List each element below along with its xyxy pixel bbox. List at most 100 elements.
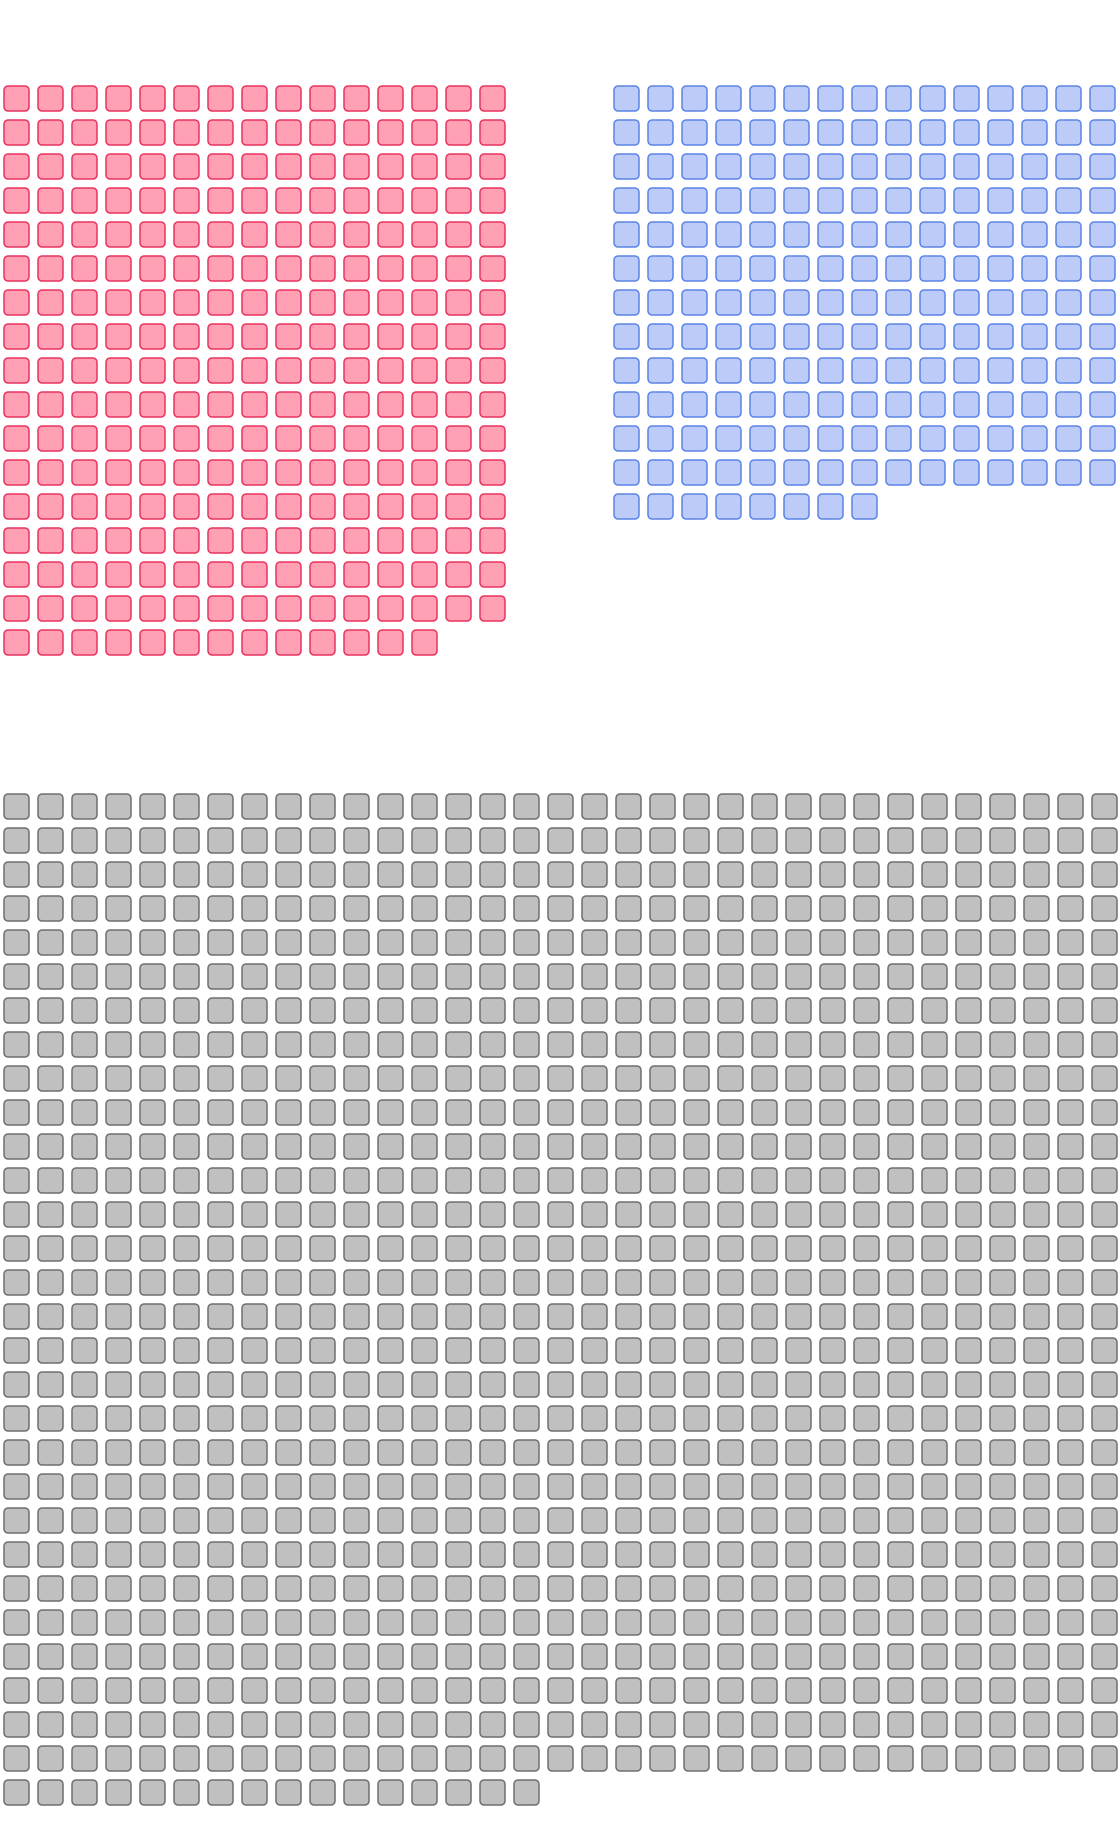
waffle-square: [3, 1099, 30, 1126]
waffle-square: [241, 1337, 268, 1364]
waffle-square: [343, 459, 370, 486]
waffle-square: [547, 1133, 574, 1160]
waffle-square: [445, 1235, 472, 1262]
waffle-square: [955, 1235, 982, 1262]
waffle-square: [241, 255, 268, 282]
waffle-square: [343, 1575, 370, 1602]
waffle-square: [445, 1269, 472, 1296]
waffle-square: [343, 1031, 370, 1058]
waffle-square: [71, 1065, 98, 1092]
waffle-square: [309, 1235, 336, 1262]
waffle-square: [71, 861, 98, 888]
waffle-square: [851, 493, 878, 520]
waffle-square: [3, 1201, 30, 1228]
waffle-square: [887, 1507, 914, 1534]
waffle-square: [377, 1711, 404, 1738]
waffle-square: [173, 1031, 200, 1058]
waffle-square: [853, 1133, 880, 1160]
waffle-square: [887, 963, 914, 990]
waffle-square: [547, 997, 574, 1024]
waffle-square: [275, 1575, 302, 1602]
waffle-square: [343, 1235, 370, 1262]
waffle-square: [71, 1269, 98, 1296]
waffle-square: [105, 929, 132, 956]
waffle-square: [785, 861, 812, 888]
waffle-square: [377, 793, 404, 820]
waffle-square: [105, 119, 132, 146]
waffle-square: [649, 1099, 676, 1126]
waffle-square: [241, 1711, 268, 1738]
waffle-square: [851, 391, 878, 418]
waffle-square: [71, 1031, 98, 1058]
waffle-square: [717, 1031, 744, 1058]
waffle-square: [3, 119, 30, 146]
waffle-square: [1057, 1643, 1084, 1670]
waffle-square: [513, 827, 540, 854]
waffle-square: [1089, 153, 1116, 180]
waffle-square: [377, 861, 404, 888]
waffle-square: [885, 153, 912, 180]
waffle-square: [1057, 1303, 1084, 1330]
waffle-square: [411, 289, 438, 316]
waffle-square: [819, 1711, 846, 1738]
waffle-square: [3, 1745, 30, 1772]
waffle-square: [139, 493, 166, 520]
waffle-square: [411, 1745, 438, 1772]
waffle-square: [411, 997, 438, 1024]
waffle-square: [819, 1167, 846, 1194]
waffle-square: [241, 1371, 268, 1398]
waffle-square: [785, 1507, 812, 1534]
waffle-square: [377, 895, 404, 922]
waffle-square: [853, 1099, 880, 1126]
waffle-square: [783, 119, 810, 146]
waffle-square: [513, 963, 540, 990]
waffle-square: [783, 255, 810, 282]
waffle-square: [139, 1745, 166, 1772]
waffle-square: [953, 85, 980, 112]
waffle-square: [71, 595, 98, 622]
waffle-square: [71, 153, 98, 180]
waffle-square: [819, 1337, 846, 1364]
waffle-square: [717, 793, 744, 820]
waffle-square: [819, 1065, 846, 1092]
waffle-square: [615, 929, 642, 956]
waffle-square: [887, 1201, 914, 1228]
waffle-square: [241, 895, 268, 922]
waffle-square: [377, 153, 404, 180]
waffle-square: [785, 1167, 812, 1194]
waffle-square: [139, 1779, 166, 1806]
waffle-square: [649, 793, 676, 820]
waffle-square: [817, 425, 844, 452]
waffle-square: [921, 1065, 948, 1092]
waffle-square: [3, 629, 30, 656]
waffle-square: [819, 1439, 846, 1466]
waffle-square: [105, 493, 132, 520]
waffle-square: [1021, 255, 1048, 282]
waffle-square: [1057, 1405, 1084, 1432]
waffle-square: [1091, 1473, 1118, 1500]
waffle-square: [139, 1099, 166, 1126]
waffle-square: [547, 1541, 574, 1568]
waffle-square: [887, 1405, 914, 1432]
waffle-square: [785, 827, 812, 854]
waffle-square: [173, 929, 200, 956]
waffle-square: [105, 1371, 132, 1398]
waffle-square: [275, 1405, 302, 1432]
waffle-square: [547, 1235, 574, 1262]
waffle-square: [649, 1507, 676, 1534]
waffle-square: [377, 1507, 404, 1534]
waffle-square: [955, 1609, 982, 1636]
waffle-square: [581, 1031, 608, 1058]
waffle-square: [955, 1711, 982, 1738]
waffle-square: [445, 861, 472, 888]
waffle-square: [751, 1065, 778, 1092]
waffle-square: [173, 895, 200, 922]
waffle-square: [547, 1677, 574, 1704]
waffle-square: [37, 1031, 64, 1058]
waffle-square: [887, 1541, 914, 1568]
waffle-square: [887, 929, 914, 956]
waffle-square: [411, 595, 438, 622]
waffle-square: [953, 391, 980, 418]
waffle-square: [241, 1099, 268, 1126]
waffle-square: [717, 1609, 744, 1636]
